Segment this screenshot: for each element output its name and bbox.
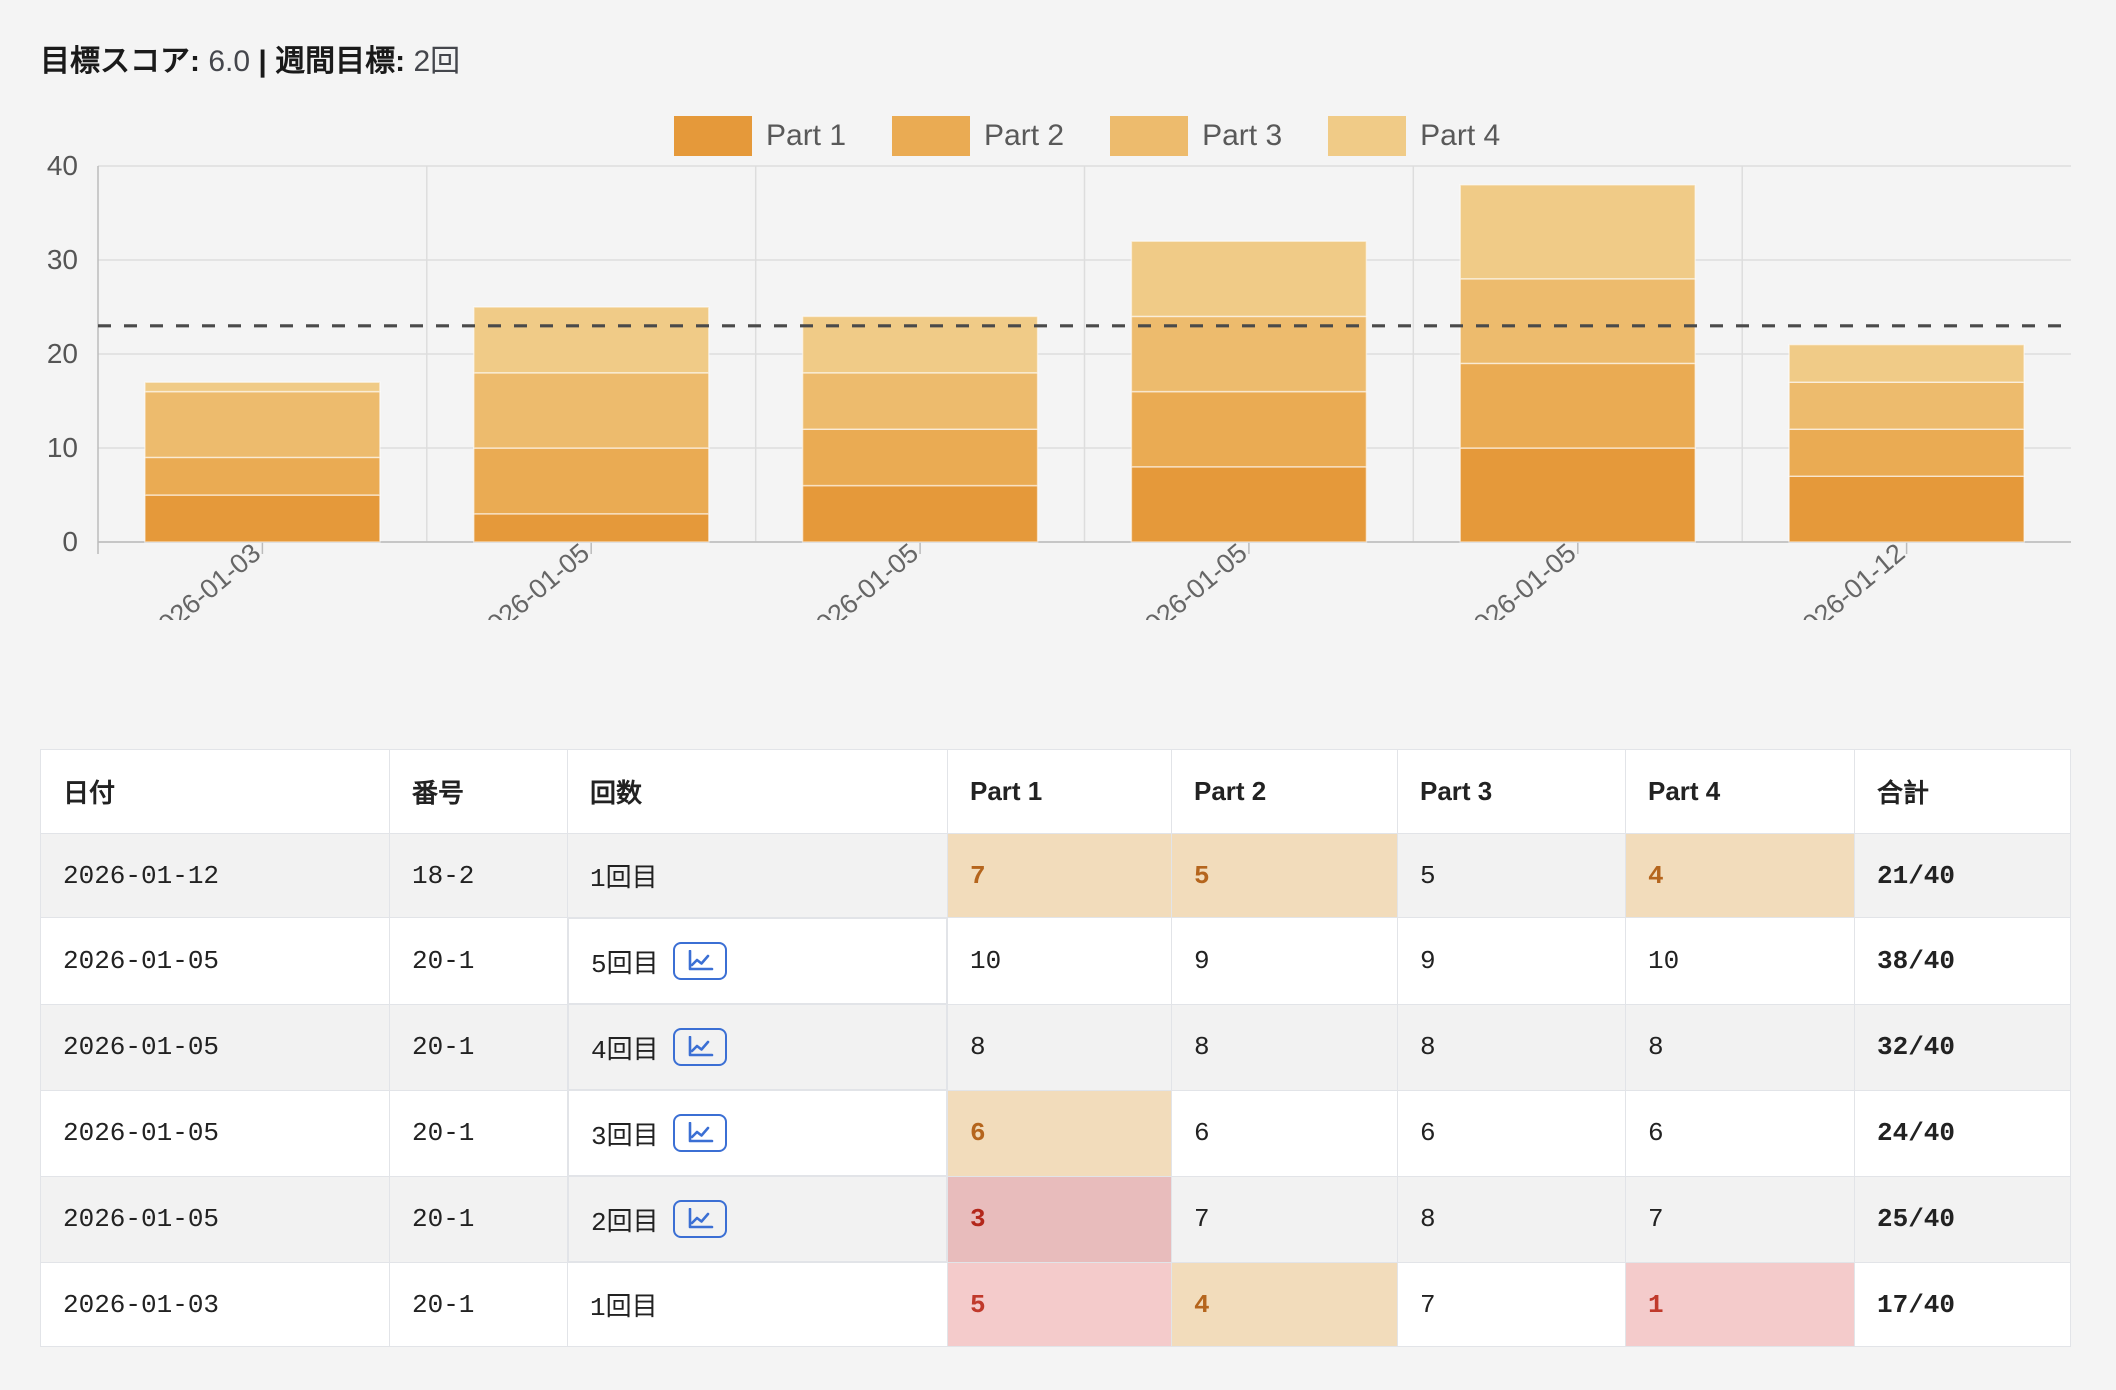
svg-text:20: 20 — [47, 338, 78, 369]
svg-text:2026-01-05: 2026-01-05 — [470, 538, 595, 620]
svg-text:2026-01-03: 2026-01-03 — [141, 538, 266, 620]
svg-text:0: 0 — [62, 526, 78, 557]
svg-text:2026-01-05: 2026-01-05 — [799, 538, 924, 620]
svg-text:2026-01-05: 2026-01-05 — [1457, 538, 1582, 620]
svg-text:10: 10 — [47, 432, 78, 463]
svg-text:2026-01-05: 2026-01-05 — [1128, 538, 1253, 620]
svg-text:40: 40 — [47, 150, 78, 181]
svg-text:30: 30 — [47, 244, 78, 275]
svg-text:2026-01-12: 2026-01-12 — [1785, 538, 1910, 620]
